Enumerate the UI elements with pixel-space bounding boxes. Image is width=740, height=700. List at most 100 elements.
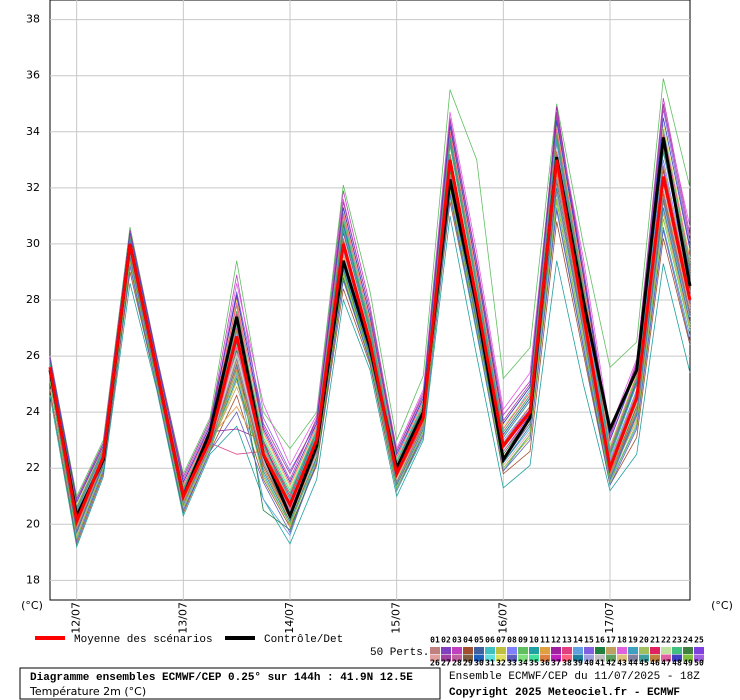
legend-swatch (672, 654, 682, 662)
legend-label: 23 (672, 636, 682, 645)
series-line (49, 117, 691, 504)
legend-swatch (452, 647, 462, 654)
series-line (49, 193, 691, 543)
legend-label: 44 (628, 659, 638, 668)
y-unit-right: (°C) (711, 599, 733, 612)
legend-label: 11 (540, 636, 550, 645)
series-line (49, 215, 691, 549)
legend-swatch (452, 654, 462, 662)
y-tick-label: 28 (26, 293, 40, 306)
x-tick-label: 14/07 (283, 602, 296, 634)
legend-swatch (573, 647, 583, 654)
legend-swatch (606, 654, 616, 662)
series-line (49, 182, 691, 535)
legend-label: 26 (430, 659, 440, 668)
x-tick-label: 16/07 (496, 602, 509, 634)
series-line (49, 187, 691, 540)
legend-label: 37 (551, 659, 561, 668)
legend-swatch (617, 654, 627, 662)
y-tick-label: 34 (26, 125, 40, 138)
legend-swatch (441, 654, 451, 662)
legend-swatch (694, 654, 704, 662)
legend-swatch (683, 654, 693, 662)
legend-swatch (496, 654, 506, 662)
legend-swatch (562, 647, 572, 654)
legend-label: 39 (573, 659, 583, 668)
legend-label: 35 (529, 659, 539, 668)
legend-label: 30 (474, 659, 484, 668)
legend-swatch (474, 647, 484, 654)
legend-label: 28 (452, 659, 462, 668)
copyright: Copyright 2025 Meteociel.fr - ECMWF (449, 687, 680, 699)
series-line (48, 159, 692, 527)
legend-swatch (529, 647, 539, 654)
legend-swatch (595, 654, 605, 662)
legend-label: 08 (507, 636, 517, 645)
legend-swatch (617, 647, 627, 654)
legend-label: 33 (507, 659, 517, 668)
legend-label: 07 (496, 636, 506, 645)
legend-label: 09 (518, 636, 528, 645)
legend-swatch (474, 654, 484, 662)
legend-label: 47 (661, 659, 671, 668)
legend-swatch (639, 654, 649, 662)
legend-label: 32 (496, 659, 506, 668)
y-tick-label: 18 (26, 573, 40, 586)
legend-label: 05 (474, 636, 484, 645)
legend-swatch (463, 654, 473, 662)
legend-swatch (639, 647, 649, 654)
legend-label: 01 (430, 636, 440, 645)
legend-label: 45 (639, 659, 649, 668)
legend-label: 36 (540, 659, 550, 668)
legend-swatch (694, 647, 704, 654)
chart-subtitle: Température 2m (°C) (29, 685, 146, 698)
legend-swatch (551, 647, 561, 654)
legend-label: 29 (463, 659, 473, 668)
legend-label: 43 (617, 659, 627, 668)
legend-swatch (540, 654, 550, 662)
y-tick-label: 24 (26, 405, 40, 418)
legend-swatch (683, 647, 693, 654)
legend-label: Contrôle/Det (264, 634, 343, 646)
legend-swatch (628, 654, 638, 662)
legend-label: 42 (606, 659, 616, 668)
legend-swatch (518, 647, 528, 654)
x-tick-label: 15/07 (390, 602, 403, 634)
legend-label: 16 (595, 636, 605, 645)
legend-label: 46 (650, 659, 660, 668)
y-tick-label: 32 (26, 181, 40, 194)
y-tick-label: 30 (26, 237, 40, 250)
legend-swatch (562, 654, 572, 662)
y-tick-label: 38 (26, 13, 40, 26)
legend-swatch (507, 647, 517, 654)
legend-label: 40 (584, 659, 594, 668)
series-line (49, 103, 691, 501)
legend-label: 19 (628, 636, 638, 645)
legend-label: 15 (584, 636, 594, 645)
series-line (49, 128, 691, 509)
legend-swatch (650, 654, 660, 662)
legend-swatch (430, 654, 440, 662)
y-tick-label: 20 (26, 517, 40, 530)
legend-label: 49 (683, 659, 693, 668)
legend-swatch (672, 647, 682, 654)
legend-label: 34 (518, 659, 528, 668)
legend-swatch (551, 654, 561, 662)
legend-swatch (661, 647, 671, 654)
legend-swatch (518, 654, 528, 662)
legend-label: 18 (617, 636, 627, 645)
legend-label: 04 (463, 636, 473, 645)
legend-swatch (584, 647, 594, 654)
legend-label: 10 (529, 636, 539, 645)
legend-label: 12 (551, 636, 561, 645)
legend-label: 13 (562, 636, 572, 645)
legend-label: 02 (441, 636, 451, 645)
plot-layer (48, 0, 692, 600)
x-tick-label: 12/07 (70, 602, 83, 634)
legend-label: 03 (452, 636, 462, 645)
legend-label: 21 (650, 636, 660, 645)
y-unit-left: (°C) (21, 599, 43, 612)
x-tick-label: 17/07 (603, 602, 616, 634)
